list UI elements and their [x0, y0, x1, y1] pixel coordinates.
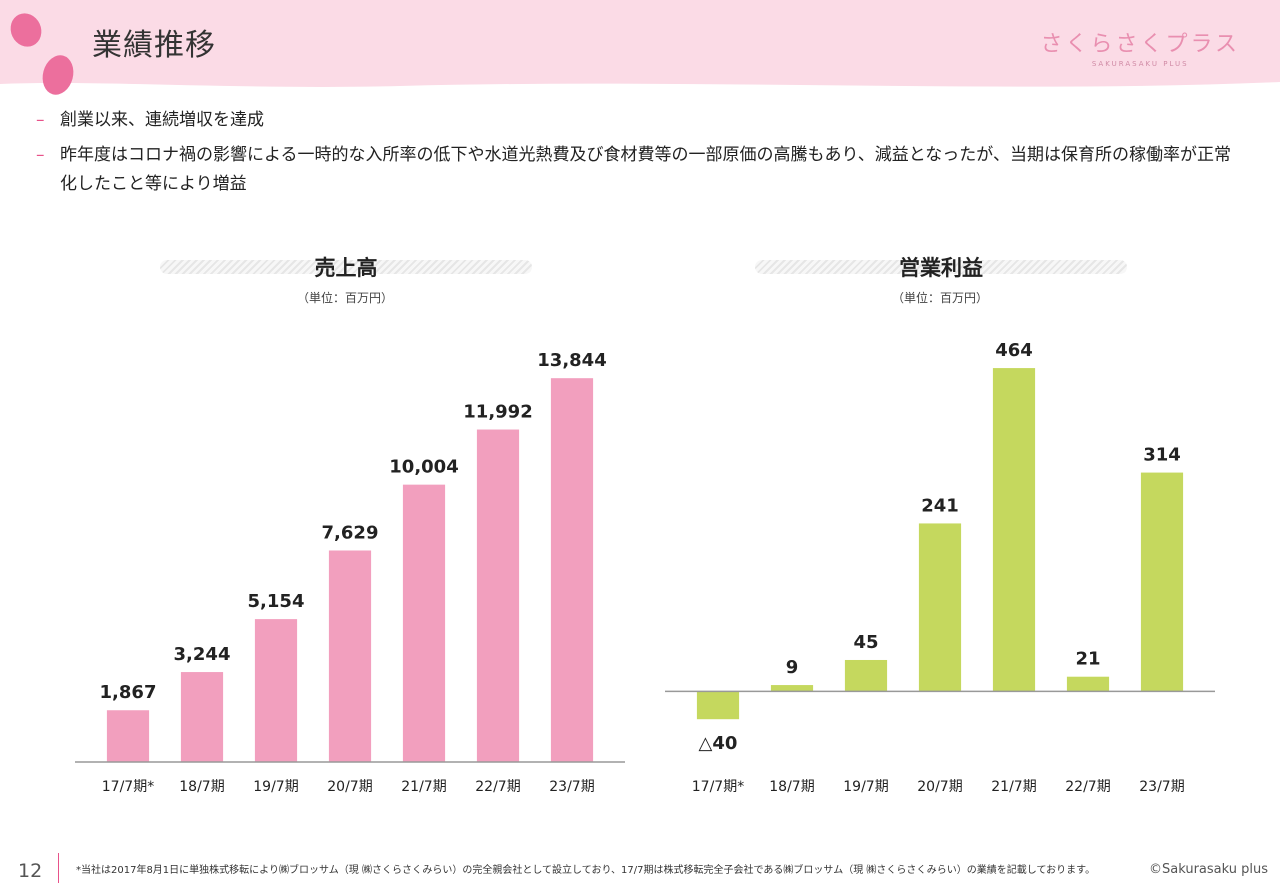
sales-unit-label: （単位：百万円）	[296, 291, 393, 305]
bullet-dash: –	[36, 145, 45, 165]
category-label: 19/7期	[253, 779, 298, 795]
company-logo: さくらさくプラス SAKURASAKU PLUS	[1040, 26, 1240, 68]
bar	[696, 691, 740, 720]
bullet-dash: –	[36, 110, 45, 130]
bullet-text: 昨年度はコロナ禍の影響による一時的な入所率の低下や水道光熱費及び食材費等の一部原…	[60, 145, 1231, 194]
bar	[844, 659, 888, 692]
data-label: 1,867	[100, 682, 157, 703]
profit-title-text: 営業利益	[899, 256, 983, 280]
bar	[254, 619, 298, 762]
title-underline	[755, 260, 1127, 274]
category-label: 22/7期	[475, 779, 520, 795]
data-label: 10,004	[389, 457, 458, 478]
summary-bullets: – 創業以来、連続増収を達成 – 昨年度はコロナ禍の影響による一時的な入所率の低…	[36, 106, 1246, 199]
profit-unit-label: （単位：百万円）	[891, 291, 988, 305]
profit-chart: △40 17/7期* 9 18/7期 45 19/7期 241 20/7期 464 21/7期 21…	[665, 340, 1215, 795]
data-label: 7,629	[322, 522, 379, 543]
bar	[476, 429, 520, 762]
bar	[402, 484, 446, 762]
data-label: 13,844	[537, 350, 606, 371]
category-label: 21/7期	[991, 779, 1036, 795]
petal-icon	[10, 13, 42, 47]
category-label: 17/7期*	[692, 779, 744, 795]
category-label: 23/7期	[549, 779, 594, 795]
sales-chart-title: 売上高	[160, 252, 532, 282]
data-label: 464	[995, 340, 1033, 361]
bullet-item: – 創業以来、連続増収を達成	[36, 106, 1246, 135]
category-label: 18/7期	[769, 779, 814, 795]
data-label: 9	[786, 657, 799, 678]
data-label: 3,244	[174, 644, 231, 665]
header-background	[0, 0, 1280, 95]
bar	[180, 672, 224, 762]
page-title: 業績推移	[92, 28, 216, 63]
category-label: 22/7期	[1065, 779, 1110, 795]
data-label: 241	[921, 495, 959, 516]
bar	[328, 550, 372, 762]
category-label: 19/7期	[843, 779, 888, 795]
copyright: ©Sakurasaku plus	[1148, 862, 1268, 877]
data-label: 45	[853, 632, 878, 653]
category-label: 21/7期	[401, 779, 446, 795]
category-label: 20/7期	[327, 779, 372, 795]
sales-chart: 1,867 17/7期* 3,244 18/7期 5,154 19/7期 7,629 20/7…	[75, 350, 625, 795]
category-label: 17/7期*	[102, 779, 154, 795]
title-underline	[160, 260, 532, 274]
page-number: 12	[18, 860, 43, 882]
data-label: 314	[1143, 445, 1181, 466]
category-label: 23/7期	[1139, 779, 1184, 795]
bullet-text: 創業以来、連続増収を達成	[60, 110, 264, 130]
data-label: 21	[1075, 649, 1100, 670]
data-label: 11,992	[463, 402, 532, 423]
data-label: 5,154	[248, 591, 305, 612]
category-label: 18/7期	[179, 779, 224, 795]
petal-icon	[42, 55, 74, 95]
bar	[550, 378, 594, 762]
category-label: 20/7期	[917, 779, 962, 795]
data-label: △40	[699, 733, 738, 754]
bar	[1140, 472, 1184, 692]
bar	[992, 368, 1036, 692]
bar	[770, 685, 814, 692]
bar	[1066, 676, 1110, 692]
logo-text: さくらさくプラス	[1040, 32, 1240, 57]
sales-title-text: 売上高	[314, 256, 378, 280]
bullet-item: – 昨年度はコロナ禍の影響による一時的な入所率の低下や水道光熱費及び食材費等の一…	[36, 141, 1246, 199]
profit-chart-title: 営業利益	[755, 252, 1127, 282]
footer-divider	[58, 853, 59, 883]
bar	[918, 523, 962, 692]
logo-subtext: SAKURASAKU PLUS	[1091, 60, 1189, 68]
footnote: *当社は2017年8月1日に単独株式移転により㈱ブロッサム（現 ㈱さくらさくみら…	[76, 865, 1096, 876]
bar	[106, 710, 150, 762]
header-banner: 業績推移 さくらさくプラス SAKURASAKU PLUS	[0, 0, 1280, 100]
